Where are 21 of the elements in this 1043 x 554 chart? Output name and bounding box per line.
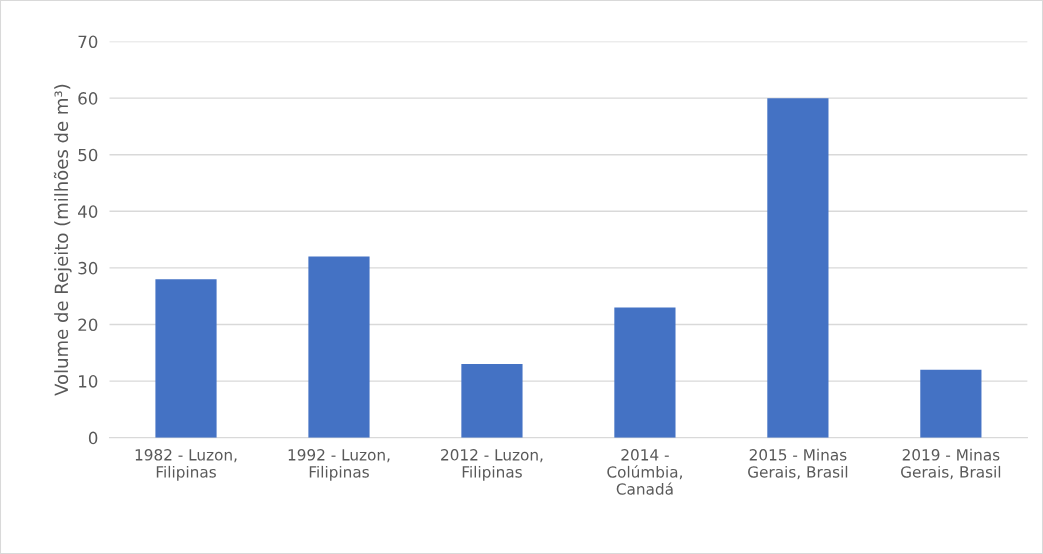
y-tick-label: 60 [78,92,98,105]
bar [920,369,982,438]
bar [461,364,523,438]
bar [767,98,829,438]
x-tick-label: 2015 - Minas Gerais, Brasil [748,448,848,480]
bar [308,256,370,438]
y-tick-label: 40 [78,205,98,218]
y-tick-label: 70 [78,35,98,49]
x-tick-label: 2019 - Minas Gerais, Brasil [901,448,1001,480]
y-axis-title: Volume de Rejeito (milhões de m³) [53,84,72,396]
x-tick-label: 1992 - Luzon, Filipinas [288,449,390,481]
y-tick-label: 0 [88,431,98,445]
bar [155,279,217,438]
y-tick-label: 30 [78,261,98,275]
x-tick-label: 2012 - Luzon, Filipinas [441,449,543,481]
x-tick-label: 2014 - Colúmbia, Canadá [607,449,682,495]
y-tick-label: 50 [78,148,98,162]
y-tick-label: 10 [79,375,98,388]
x-tick-label: 1982 - Luzon, Filipinas [135,449,237,481]
y-tick-label: 20 [78,318,98,332]
bar [614,307,676,438]
